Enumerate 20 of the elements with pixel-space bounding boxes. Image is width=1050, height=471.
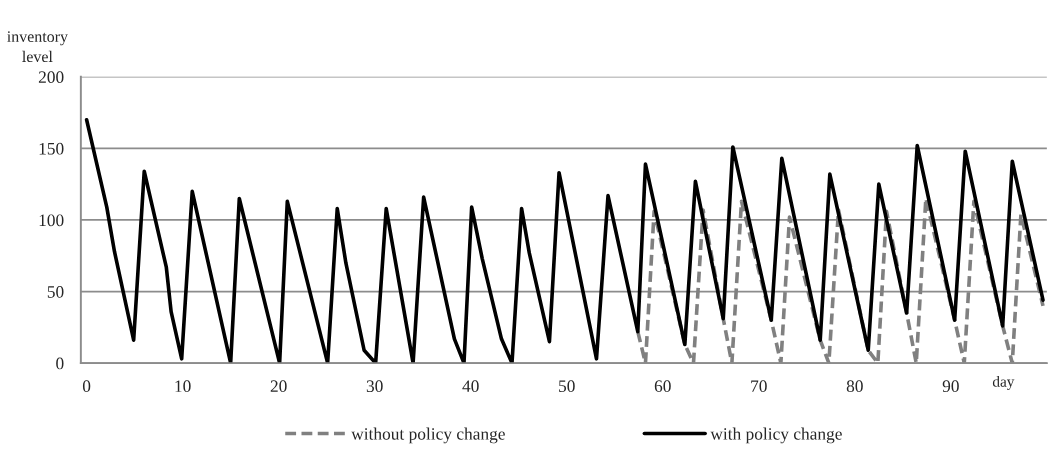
legend-label: without policy change <box>351 427 505 444</box>
legend-label: with policy change <box>710 427 842 444</box>
y-axis-title: inventory level <box>7 31 68 63</box>
x-tick-label: 10 <box>175 380 191 393</box>
y-tick-label: 150 <box>39 142 64 155</box>
x-tick-label: 30 <box>366 380 383 393</box>
x-tick-label: 90 <box>942 380 959 393</box>
x-tick-label: 50 <box>559 380 575 393</box>
x-tick-label: 70 <box>751 380 767 393</box>
x-tick-label: 40 <box>462 380 479 393</box>
y-tick-label: 100 <box>39 214 64 227</box>
y-tick-label: 200 <box>38 71 64 83</box>
x-tick-label: 80 <box>846 380 863 393</box>
x-tick-label: 20 <box>270 380 287 393</box>
line-series <box>84 117 1045 364</box>
x-tick-label: 0 <box>82 380 91 393</box>
y-tick-label: 0 <box>56 357 64 370</box>
x-tick-label: 60 <box>654 380 671 393</box>
x-axis-title: day <box>992 376 1015 390</box>
y-tick-label: 50 <box>47 286 64 298</box>
